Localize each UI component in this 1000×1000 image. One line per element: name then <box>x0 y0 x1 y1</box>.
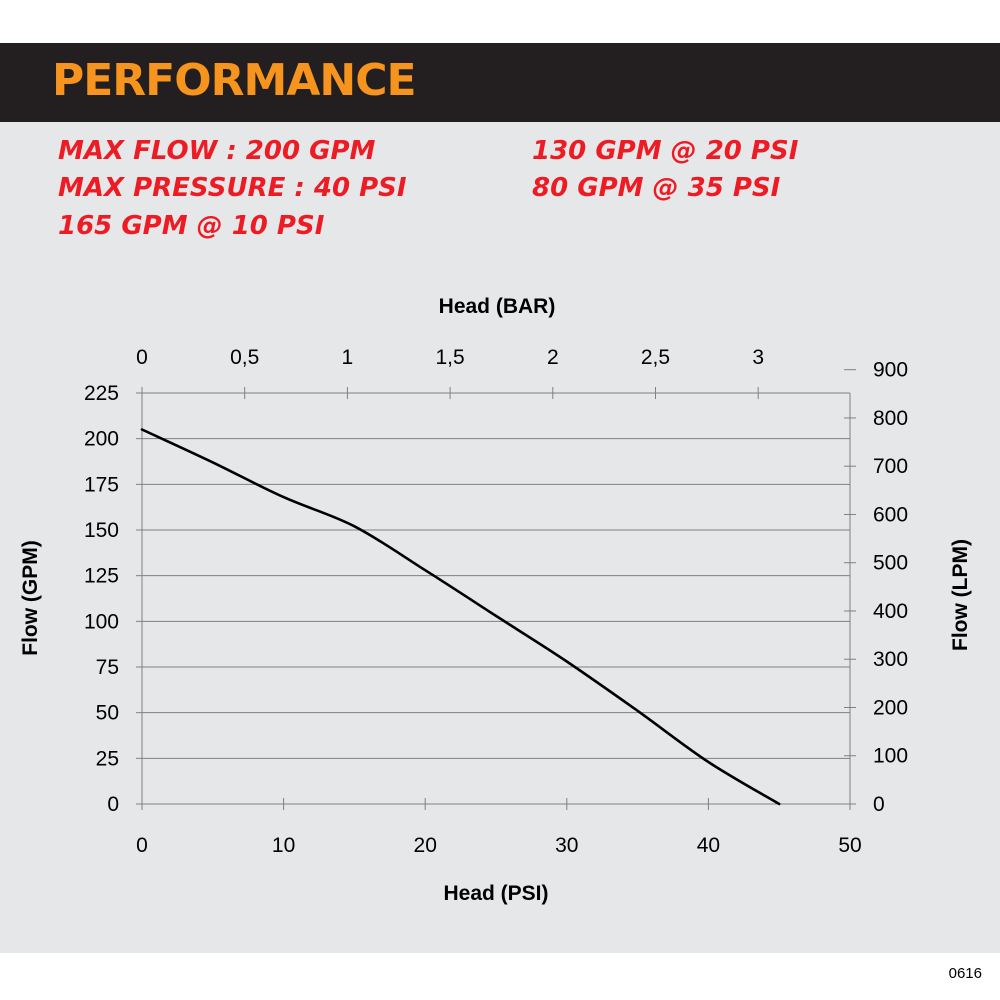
spec-flow-at-10psi: 165 GPM @ 10 PSI <box>58 211 325 241</box>
header-bar: PERFORMANCE <box>0 43 1000 122</box>
y2-tick-label: 100 <box>873 745 908 768</box>
y2-tick-label: 0 <box>873 793 885 816</box>
y2-tick-label: 900 <box>873 359 908 382</box>
performance-panel: PERFORMANCE <box>0 43 1000 953</box>
y-tick-label: 100 <box>84 610 119 633</box>
grid-lines <box>142 392 850 759</box>
spec-flow-at-35psi: 80 GPM @ 35 PSI <box>532 173 781 203</box>
x-tick-label: 0 <box>136 834 148 857</box>
x-tick-label: 50 <box>838 834 861 857</box>
y2-tick-label: 600 <box>873 503 908 526</box>
spec-flow-at-20psi: 130 GPM @ 20 PSI <box>532 136 799 166</box>
x2-axis-label: Head (BAR) <box>439 295 556 318</box>
y-tick-label: 175 <box>84 473 119 496</box>
y-tick-label: 150 <box>84 519 119 542</box>
y2-tick-label: 300 <box>873 648 908 671</box>
x-tick-label: 30 <box>555 834 578 857</box>
y-tick-label: 225 <box>84 382 119 405</box>
y2-tick-label: 200 <box>873 696 908 719</box>
figure-code: 0616 <box>948 965 982 982</box>
tick-labels: 0 10 20 30 40 500 0,5 1 1,5 2 2,5 30255075100125150… <box>84 346 908 857</box>
y2-tick-label: 400 <box>873 600 908 623</box>
y-tick-label: 200 <box>84 428 119 451</box>
x2-tick-label: 1 <box>342 346 354 369</box>
x-tick-label: 10 <box>272 834 295 857</box>
y-tick-label: 0 <box>107 793 119 816</box>
x2-tick-label: 2,5 <box>641 346 670 369</box>
spec-max-pressure: MAX PRESSURE : 40 PSI <box>58 173 407 203</box>
y2-tick-label: 800 <box>873 407 908 430</box>
y-tick-label: 50 <box>96 702 119 725</box>
x2-tick-label: 3 <box>752 346 764 369</box>
x2-tick-label: 2 <box>547 346 559 369</box>
y2-tick-label: 500 <box>873 552 908 575</box>
spec-max-flow: MAX FLOW : 200 GPM <box>58 136 376 166</box>
x2-tick-label: 0,5 <box>230 346 259 369</box>
x2-tick-label: 0 <box>136 346 148 369</box>
axes <box>136 369 856 810</box>
x-tick-label: 40 <box>697 834 720 857</box>
x-axis-label: Head (PSI) <box>443 882 548 905</box>
performance-curve <box>140 428 781 806</box>
page-title: PERFORMANCE <box>52 55 417 106</box>
y2-tick-label: 700 <box>873 455 908 478</box>
y-axis-label: Flow (GPM) <box>19 540 42 655</box>
y2-axis-label: Flow (LPM) <box>949 539 972 651</box>
x2-tick-label: 1,5 <box>435 346 464 369</box>
y-tick-label: 75 <box>96 656 119 679</box>
x-tick-label: 20 <box>414 834 437 857</box>
series-layer <box>140 428 781 806</box>
y-tick-label: 125 <box>84 565 119 588</box>
y-tick-label: 25 <box>96 747 119 770</box>
